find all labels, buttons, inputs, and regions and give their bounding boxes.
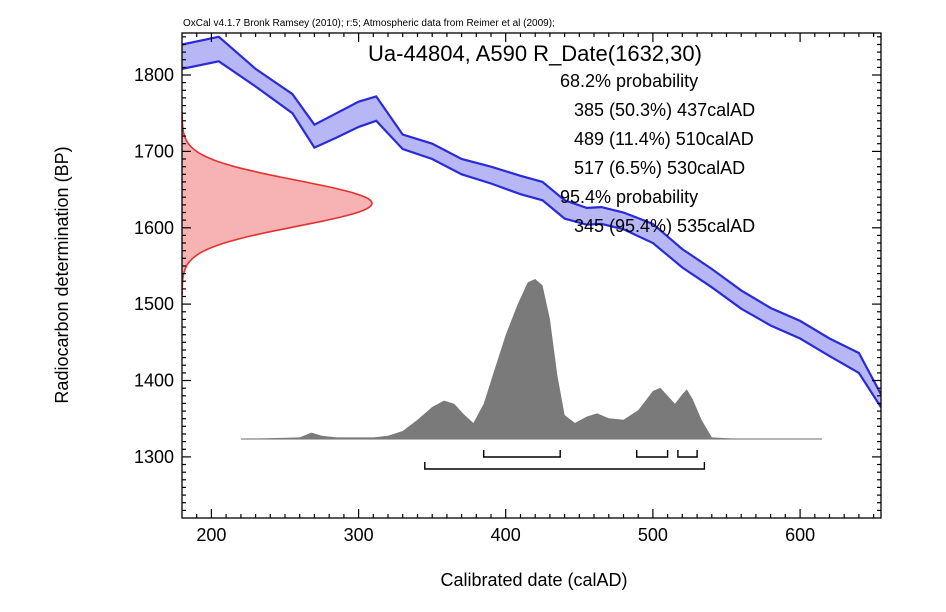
- plot-frame: [181, 32, 882, 519]
- probability-range-brackets: [424, 450, 706, 470]
- calibration-curve-upper: [182, 35, 881, 395]
- y-tick-label: 1300: [134, 447, 174, 467]
- calibration-curve-band: [182, 36, 881, 408]
- calibration-curve-lower: [182, 60, 881, 408]
- plot-area: [182, 35, 881, 470]
- y-tick-label: 1500: [134, 294, 174, 314]
- axis-ticks: 200 300 400 500 600 1300 1400 1500 1600 1700 1800: [134, 33, 881, 545]
- probability-summary: 68.2% probability 385 (50.3%) 437calAD 4…: [560, 71, 755, 236]
- y-tick-label: 1800: [134, 65, 174, 85]
- calibrated-distribution: [240, 279, 823, 439]
- range-68-bracket: [677, 450, 698, 458]
- prob-95-range-1: 345 (95.4%) 535calAD: [574, 216, 755, 236]
- range-95-bracket: [424, 462, 706, 470]
- x-tick-label: 600: [785, 525, 815, 545]
- range-68-bracket: [636, 450, 669, 458]
- x-tick-label: 200: [196, 525, 226, 545]
- y-tick-label: 1600: [134, 218, 174, 238]
- prob-68-range-2: 489 (11.4%) 510calAD: [574, 129, 754, 149]
- y-tick-label: 1700: [134, 141, 174, 161]
- x-tick-label: 300: [344, 525, 374, 545]
- measurement-distribution-line: [182, 111, 373, 295]
- x-tick-label: 400: [491, 525, 521, 545]
- credit-line: OxCal v4.1.7 Bronk Ramsey (2010); r:5; A…: [183, 18, 555, 29]
- x-axis-label: Calibrated date (calAD): [440, 570, 627, 590]
- x-tick-label: 500: [638, 525, 668, 545]
- prob-68-range-1: 385 (50.3%) 437calAD: [574, 100, 755, 120]
- prob-68-range-3: 517 (6.5%) 530calAD: [574, 158, 745, 178]
- range-68-bracket: [483, 450, 561, 458]
- prob-68-header: 68.2% probability: [560, 71, 698, 91]
- prob-95-header: 95.4% probability: [560, 187, 698, 207]
- y-tick-label: 1400: [134, 371, 174, 391]
- chart-title: Ua-44804, A590 R_Date(1632,30): [368, 41, 702, 66]
- measurement-distribution-fill: [182, 111, 372, 295]
- y-axis-label: Radiocarbon determination (BP): [52, 146, 72, 403]
